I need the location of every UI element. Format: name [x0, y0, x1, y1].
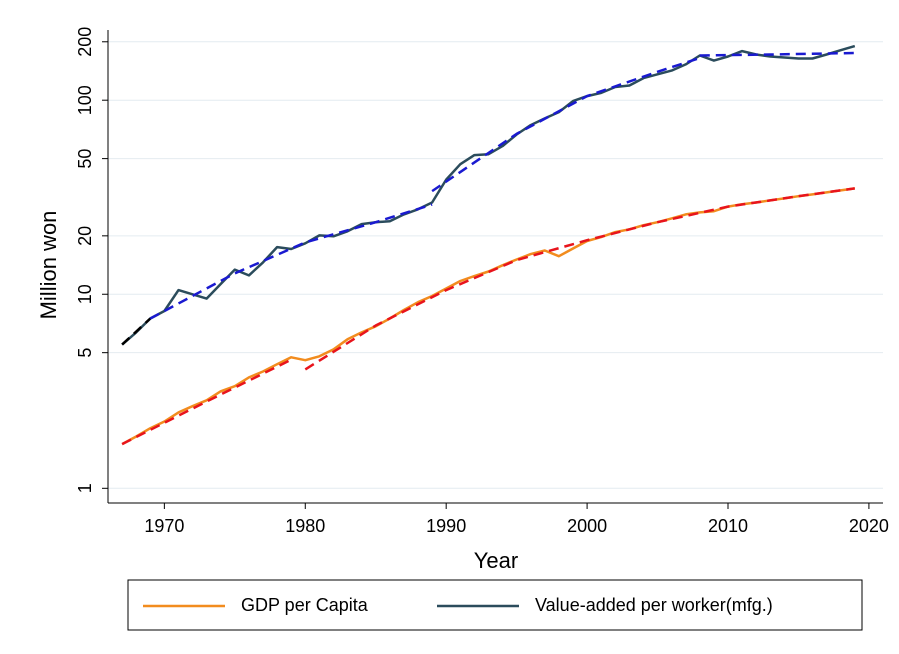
trend-line [121, 317, 152, 346]
x-tick-label: 2020 [849, 516, 889, 536]
x-tick-label: 1970 [144, 516, 184, 536]
trend-line [699, 51, 855, 57]
y-tick-label: 200 [75, 27, 95, 57]
y-tick-label: 10 [75, 284, 95, 304]
trend-line [431, 56, 701, 193]
y-tick-label: 50 [75, 149, 95, 169]
x-tick-label: 1980 [285, 516, 325, 536]
y-tick-label: 1 [75, 483, 95, 493]
x-axis-label: Year [474, 548, 518, 573]
y-tick-label: 20 [75, 226, 95, 246]
legend-label: Value-added per worker(mfg.) [535, 595, 773, 615]
y-axis-label: Million won [36, 211, 61, 320]
y-tick-label: 5 [75, 348, 95, 358]
x-tick-label: 2000 [567, 516, 607, 536]
x-tick-label: 1990 [426, 516, 466, 536]
trend-line [304, 187, 855, 371]
x-tick-label: 2010 [708, 516, 748, 536]
y-tick-label: 100 [75, 85, 95, 115]
trend-line [149, 203, 433, 320]
legend-label: GDP per Capita [241, 595, 369, 615]
